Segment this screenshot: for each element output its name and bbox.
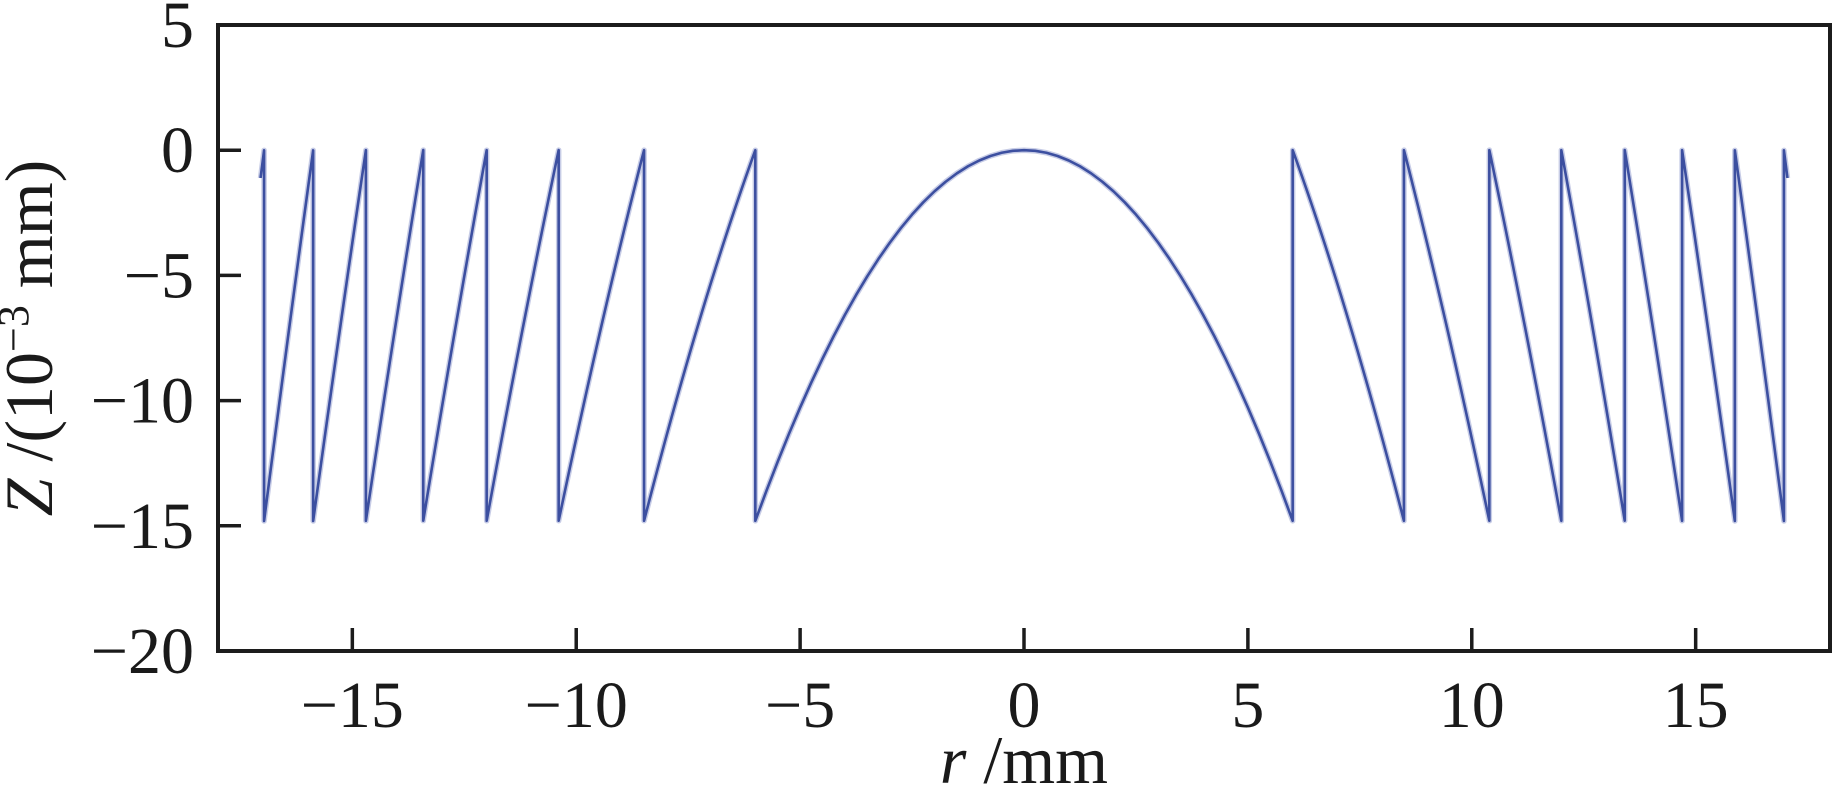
x-tick-label: −5 xyxy=(765,669,835,742)
y-tick-label: −20 xyxy=(91,615,194,688)
y-tick-label: 0 xyxy=(161,114,194,187)
x-tick-label: 10 xyxy=(1439,669,1505,742)
profile-curve xyxy=(259,148,1789,523)
x-tick-label: 15 xyxy=(1663,669,1729,742)
x-tick-label: −15 xyxy=(301,669,404,742)
x-tick-label: 5 xyxy=(1231,669,1264,742)
x-axis-label: r /mm xyxy=(940,722,1108,798)
y-axis-label: Z /(10−3 mm) xyxy=(0,160,67,517)
y-tick-label: 5 xyxy=(161,0,194,62)
profile-curve-halo xyxy=(257,147,1791,524)
y-tick-label: −10 xyxy=(91,365,194,438)
x-tick-label: −10 xyxy=(525,669,628,742)
x-tick-label: 0 xyxy=(1008,669,1041,742)
y-tick-label: −15 xyxy=(91,490,194,563)
y-tick-label: −5 xyxy=(124,239,194,312)
plot-frame xyxy=(216,23,1832,653)
